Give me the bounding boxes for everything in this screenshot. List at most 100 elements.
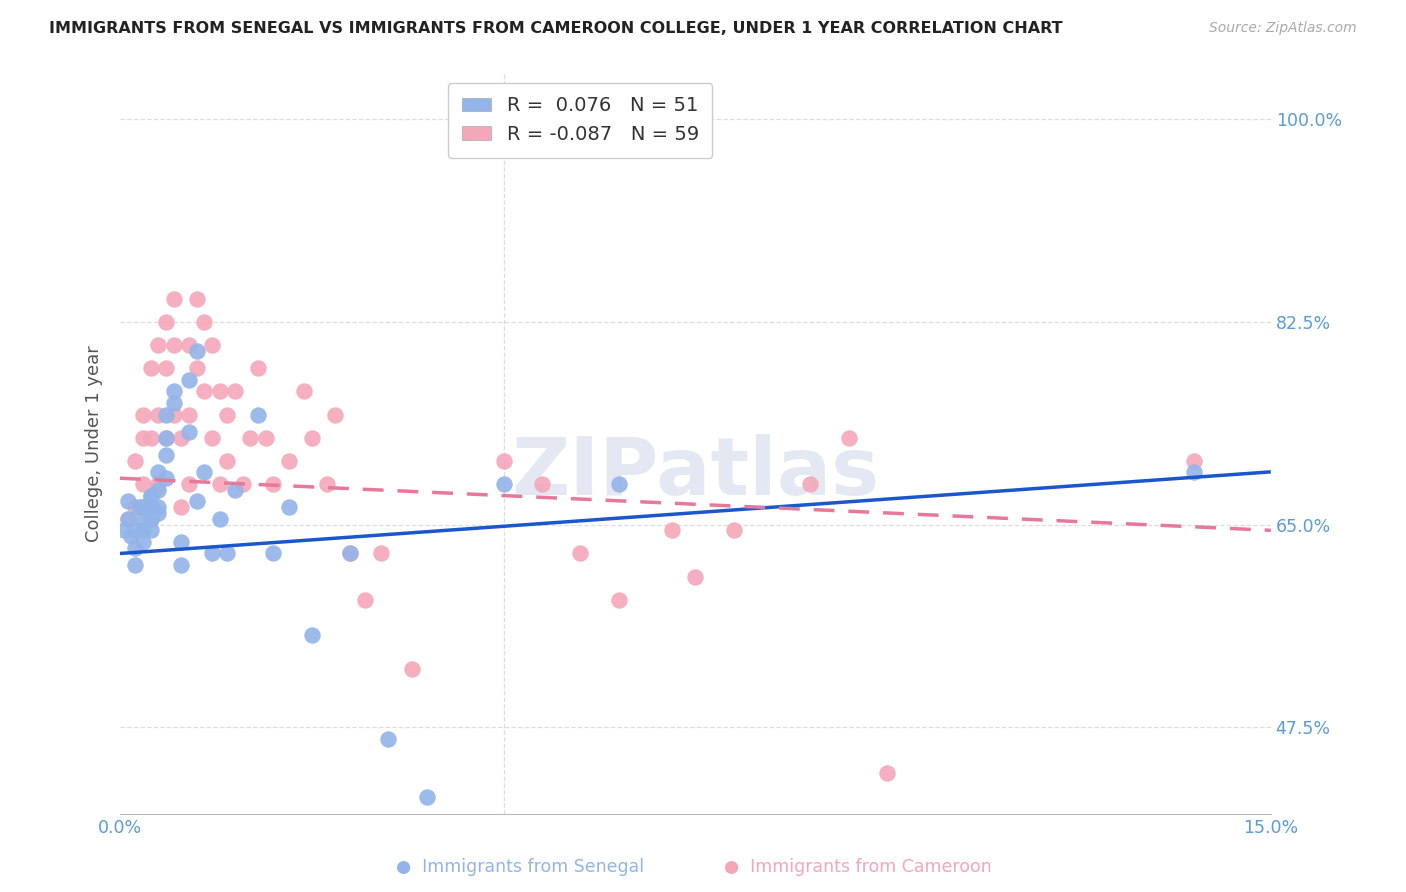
Point — [124, 454, 146, 468]
Point — [132, 524, 155, 538]
Point — [217, 408, 239, 422]
Point — [193, 466, 215, 480]
Point — [170, 500, 193, 515]
Point — [201, 338, 224, 352]
Text: ●  Immigrants from Cameroon: ● Immigrants from Cameroon — [724, 858, 991, 876]
Point — [132, 431, 155, 445]
Point — [148, 466, 170, 480]
Point — [354, 592, 377, 607]
Point — [132, 477, 155, 491]
Point — [155, 471, 177, 485]
Point — [128, 500, 150, 515]
Point — [530, 477, 553, 491]
Point — [277, 500, 299, 515]
Point — [569, 546, 592, 560]
Point — [148, 338, 170, 352]
Point — [247, 361, 270, 376]
Point — [170, 431, 193, 445]
Point — [224, 384, 246, 399]
Point — [148, 408, 170, 422]
Point — [193, 315, 215, 329]
Point — [232, 477, 254, 491]
Point — [155, 361, 177, 376]
Point — [208, 384, 231, 399]
Point — [416, 789, 439, 804]
Text: Source: ZipAtlas.com: Source: ZipAtlas.com — [1209, 21, 1357, 35]
Point — [262, 477, 284, 491]
Point — [121, 529, 143, 543]
Point — [316, 477, 339, 491]
Point — [139, 489, 162, 503]
Point — [186, 494, 208, 508]
Point — [377, 731, 399, 746]
Point — [139, 489, 162, 503]
Point — [163, 408, 186, 422]
Point — [117, 494, 139, 508]
Point — [163, 292, 186, 306]
Point — [112, 524, 135, 538]
Point — [217, 454, 239, 468]
Point — [217, 546, 239, 560]
Point — [201, 546, 224, 560]
Point — [117, 512, 139, 526]
Y-axis label: College, Under 1 year: College, Under 1 year — [86, 345, 103, 541]
Point — [139, 500, 162, 515]
Point — [1182, 466, 1205, 480]
Point — [277, 454, 299, 468]
Legend: R =  0.076   N = 51, R = -0.087   N = 59: R = 0.076 N = 51, R = -0.087 N = 59 — [449, 83, 713, 158]
Point — [876, 766, 898, 780]
Point — [799, 477, 821, 491]
Point — [723, 524, 745, 538]
Point — [148, 477, 170, 491]
Point — [492, 454, 515, 468]
Text: ZIPatlas: ZIPatlas — [512, 434, 880, 512]
Point — [132, 535, 155, 549]
Point — [155, 431, 177, 445]
Point — [838, 431, 860, 445]
Point — [224, 483, 246, 497]
Point — [339, 546, 361, 560]
Point — [401, 662, 423, 676]
Point — [132, 408, 155, 422]
Point — [208, 477, 231, 491]
Point — [139, 361, 162, 376]
Point — [132, 500, 155, 515]
Point — [132, 500, 155, 515]
Point — [201, 431, 224, 445]
Point — [607, 477, 630, 491]
Point — [139, 431, 162, 445]
Point — [177, 338, 200, 352]
Point — [148, 500, 170, 515]
Point — [155, 431, 177, 445]
Text: IMMIGRANTS FROM SENEGAL VS IMMIGRANTS FROM CAMEROON COLLEGE, UNDER 1 YEAR CORREL: IMMIGRANTS FROM SENEGAL VS IMMIGRANTS FR… — [49, 21, 1063, 36]
Point — [124, 524, 146, 538]
Point — [163, 384, 186, 399]
Point — [301, 627, 323, 641]
Point — [177, 425, 200, 439]
Point — [117, 512, 139, 526]
Point — [170, 558, 193, 572]
Point — [685, 569, 707, 583]
Point — [155, 448, 177, 462]
Point — [607, 592, 630, 607]
Point — [163, 338, 186, 352]
Point — [247, 408, 270, 422]
Point — [177, 373, 200, 387]
Point — [186, 292, 208, 306]
Point — [148, 483, 170, 497]
Point — [177, 477, 200, 491]
Point — [139, 524, 162, 538]
Point — [186, 343, 208, 358]
Point — [339, 546, 361, 560]
Point — [148, 506, 170, 520]
Point — [139, 500, 162, 515]
Point — [155, 315, 177, 329]
Point — [193, 384, 215, 399]
Point — [139, 512, 162, 526]
Point — [124, 500, 146, 515]
Point — [370, 546, 392, 560]
Point — [661, 524, 683, 538]
Point — [262, 546, 284, 560]
Point — [323, 408, 346, 422]
Point — [139, 512, 162, 526]
